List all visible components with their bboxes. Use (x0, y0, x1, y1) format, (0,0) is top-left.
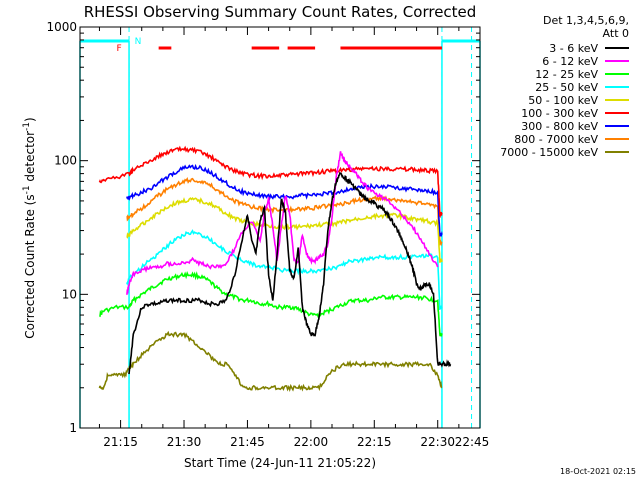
y-tick-label: 1 (69, 421, 77, 435)
x-tick-label: 22:30 (420, 435, 455, 449)
plot-frame (79, 26, 481, 429)
series-line (98, 145, 443, 219)
legend-entry-label: 50 - 100 keV (528, 94, 598, 107)
legend-entry-label: 300 - 800 keV (521, 120, 598, 133)
y-axis-label: Corrected Count Rate (s-1 detector-1) (22, 117, 37, 338)
y-axis-label-part: ) (23, 117, 37, 122)
y-tick-label: 100 (54, 154, 77, 168)
legend-entry-label: 6 - 12 keV (542, 55, 598, 68)
flag-label-f: F (116, 44, 121, 54)
x-tick-label: 22:00 (294, 435, 329, 449)
x-tick-label: 21:15 (103, 435, 138, 449)
x-tick-label: 21:45 (230, 435, 265, 449)
y-axis-label-part: detector (23, 131, 37, 186)
series-line (126, 229, 443, 311)
legend-entry-label: 12 - 25 keV (535, 68, 598, 81)
series-line (126, 151, 439, 295)
y-tick-label: 10 (62, 287, 77, 301)
series-line (99, 270, 443, 337)
x-tick-label: 22:45 (455, 435, 490, 449)
x-tick-label: 21:30 (167, 435, 202, 449)
legend-entry-label: 25 - 50 keV (535, 81, 598, 94)
legend-entry-label: 7000 - 15000 keV (500, 146, 598, 159)
x-axis-label: Start Time (24-Jun-11 21:05:22) (184, 456, 376, 470)
x-axis: 21:15 21:30 21:45 22:00 22:15 22:30 22:45 (98, 27, 490, 449)
y-tick-label: 1000 (46, 20, 77, 34)
series-line (126, 197, 443, 263)
y-axis-label-part: Corrected Count Rate (s (23, 194, 37, 338)
dashed-markers (128, 27, 473, 428)
legend-header-line-1: Det 1,3,4,5,6,9, (543, 14, 629, 27)
plot-area: FN (79, 27, 481, 428)
series-lines (98, 145, 452, 393)
y-axis-label-sup: -1 (22, 185, 32, 194)
legend-entry-label: 800 - 7000 keV (514, 133, 598, 146)
series-line (128, 171, 452, 375)
y-axis: 1 10 100 1000 (46, 20, 480, 435)
legend-entry-label: 100 - 300 keV (521, 107, 598, 120)
y-axis-label-sup: -1 (22, 122, 32, 131)
chart-title: RHESSI Observing Summary Count Rates, Co… (84, 3, 477, 21)
x-tick-label: 22:15 (357, 435, 392, 449)
series-line (98, 330, 443, 393)
flag-label-n: N (135, 37, 142, 47)
timestamp: 18-Oct-2021 02:15 (560, 467, 636, 476)
legend-entry-label: 3 - 6 keV (549, 42, 598, 55)
legend-header-line-2: Att 0 (603, 27, 629, 40)
